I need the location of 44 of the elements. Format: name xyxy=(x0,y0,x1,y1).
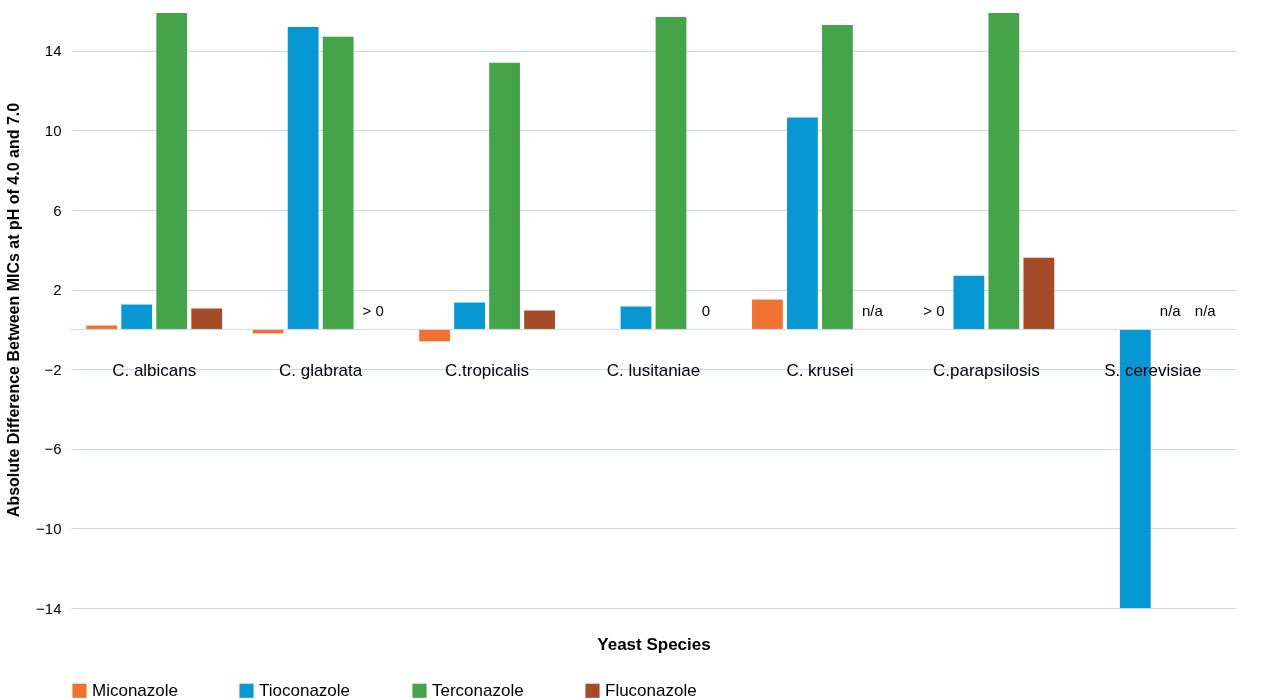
y-tick-label: 10 xyxy=(44,121,62,139)
bar xyxy=(620,306,652,330)
y-tick-label: −10 xyxy=(36,519,62,537)
x-tick-label: C. lusitaniae xyxy=(606,361,701,381)
legend-label: Fluconazole xyxy=(605,680,697,699)
y-axis-title: Absolute Difference Between MICs at pH of 4.0 and 7.0 xyxy=(5,102,23,518)
y-tick-label: −2 xyxy=(44,360,62,378)
x-tick-label: C.tropicalis xyxy=(445,361,530,381)
bar xyxy=(953,275,985,330)
legend-label: Tioconazole xyxy=(259,680,351,699)
bar xyxy=(121,304,153,330)
bar xyxy=(822,24,853,330)
y-tick-label: −14 xyxy=(36,599,62,617)
x-tick-label: C. albicans xyxy=(112,361,197,381)
text: > 0 xyxy=(923,302,945,320)
text: n/a xyxy=(1159,302,1181,320)
bar xyxy=(191,308,223,330)
x-axis-title: Yeast Species xyxy=(597,634,711,654)
bar xyxy=(655,16,687,330)
y-tick-label: 2 xyxy=(53,281,62,299)
x-tick-label: C. krusei xyxy=(786,361,854,381)
bar xyxy=(1023,257,1055,330)
bar xyxy=(752,299,783,330)
legend-label: Miconazole xyxy=(92,680,178,699)
bar xyxy=(489,62,520,330)
text: n/a xyxy=(861,302,883,320)
x-tick-label: C.parapsilosis xyxy=(932,361,1040,381)
bar xyxy=(787,117,818,330)
bar xyxy=(86,325,118,330)
text: > 0 xyxy=(362,302,384,320)
legend-label: Terconazole xyxy=(432,680,524,699)
text: n/a xyxy=(1194,302,1216,320)
x-tick-label: C. glabrata xyxy=(279,361,363,381)
y-tick-label: −6 xyxy=(44,440,62,458)
y-tick-label: 6 xyxy=(53,201,62,219)
bar xyxy=(988,12,1020,330)
bar xyxy=(322,36,354,330)
bar xyxy=(287,26,319,330)
bar xyxy=(419,329,450,342)
text: 0 xyxy=(701,302,711,320)
bar xyxy=(156,12,188,330)
bar xyxy=(524,310,555,330)
y-tick-label: 14 xyxy=(44,42,62,60)
bar xyxy=(454,302,485,330)
